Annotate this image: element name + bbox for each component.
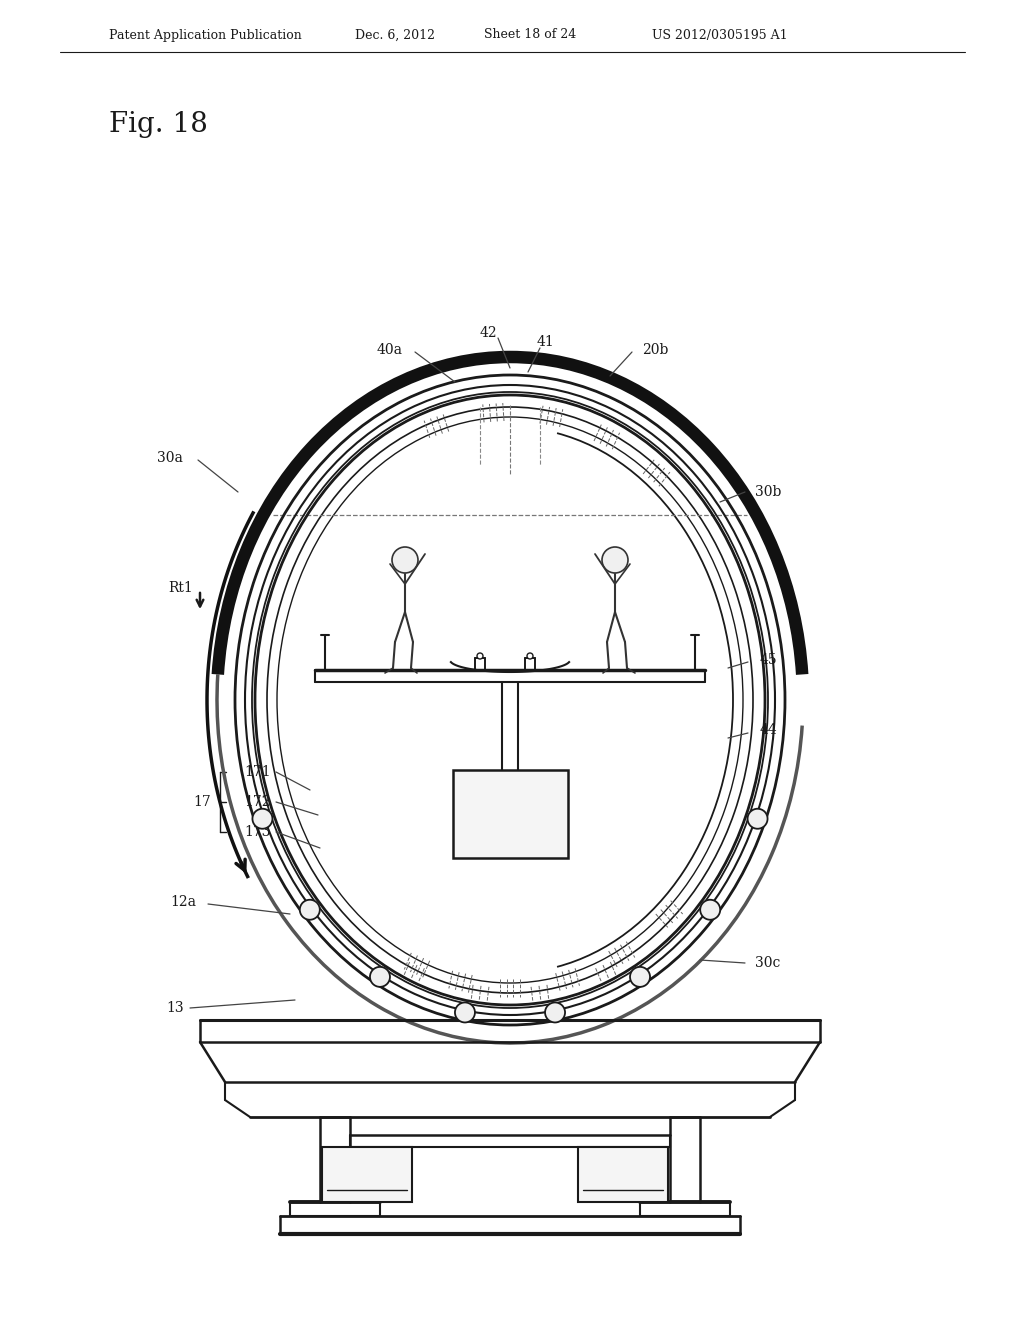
Circle shape: [700, 900, 720, 920]
Circle shape: [527, 653, 534, 659]
Text: Fig. 18: Fig. 18: [109, 111, 208, 139]
Bar: [322, 1147, 412, 1203]
Circle shape: [253, 809, 272, 829]
Text: Dec. 6, 2012: Dec. 6, 2012: [355, 29, 435, 41]
Circle shape: [455, 1002, 475, 1023]
Text: 173: 173: [245, 825, 271, 840]
Text: 41: 41: [537, 335, 554, 348]
Text: Rt1: Rt1: [168, 581, 193, 595]
Circle shape: [630, 966, 650, 987]
Text: 30c: 30c: [756, 956, 780, 970]
Text: 44: 44: [759, 723, 777, 737]
Circle shape: [602, 546, 628, 573]
Text: 17: 17: [194, 795, 211, 809]
Text: 42: 42: [479, 326, 497, 341]
Circle shape: [300, 900, 319, 920]
Text: 13: 13: [166, 1001, 184, 1015]
Bar: [453, 770, 568, 858]
Text: Patent Application Publication: Patent Application Publication: [109, 29, 301, 41]
Text: 12a: 12a: [170, 895, 196, 909]
Text: 40a: 40a: [377, 343, 403, 356]
Bar: [578, 1147, 668, 1203]
Text: 45: 45: [759, 653, 777, 667]
Text: Sheet 18 of 24: Sheet 18 of 24: [484, 29, 577, 41]
Text: 20b: 20b: [642, 343, 669, 356]
Text: US 2012/0305195 A1: US 2012/0305195 A1: [652, 29, 787, 41]
Text: 172: 172: [245, 795, 271, 809]
Circle shape: [477, 653, 483, 659]
Text: 171: 171: [245, 766, 271, 779]
Circle shape: [370, 966, 390, 987]
Text: 30b: 30b: [755, 484, 781, 499]
Circle shape: [545, 1002, 565, 1023]
Circle shape: [392, 546, 418, 573]
Text: 30a: 30a: [157, 451, 183, 465]
Circle shape: [748, 809, 768, 829]
